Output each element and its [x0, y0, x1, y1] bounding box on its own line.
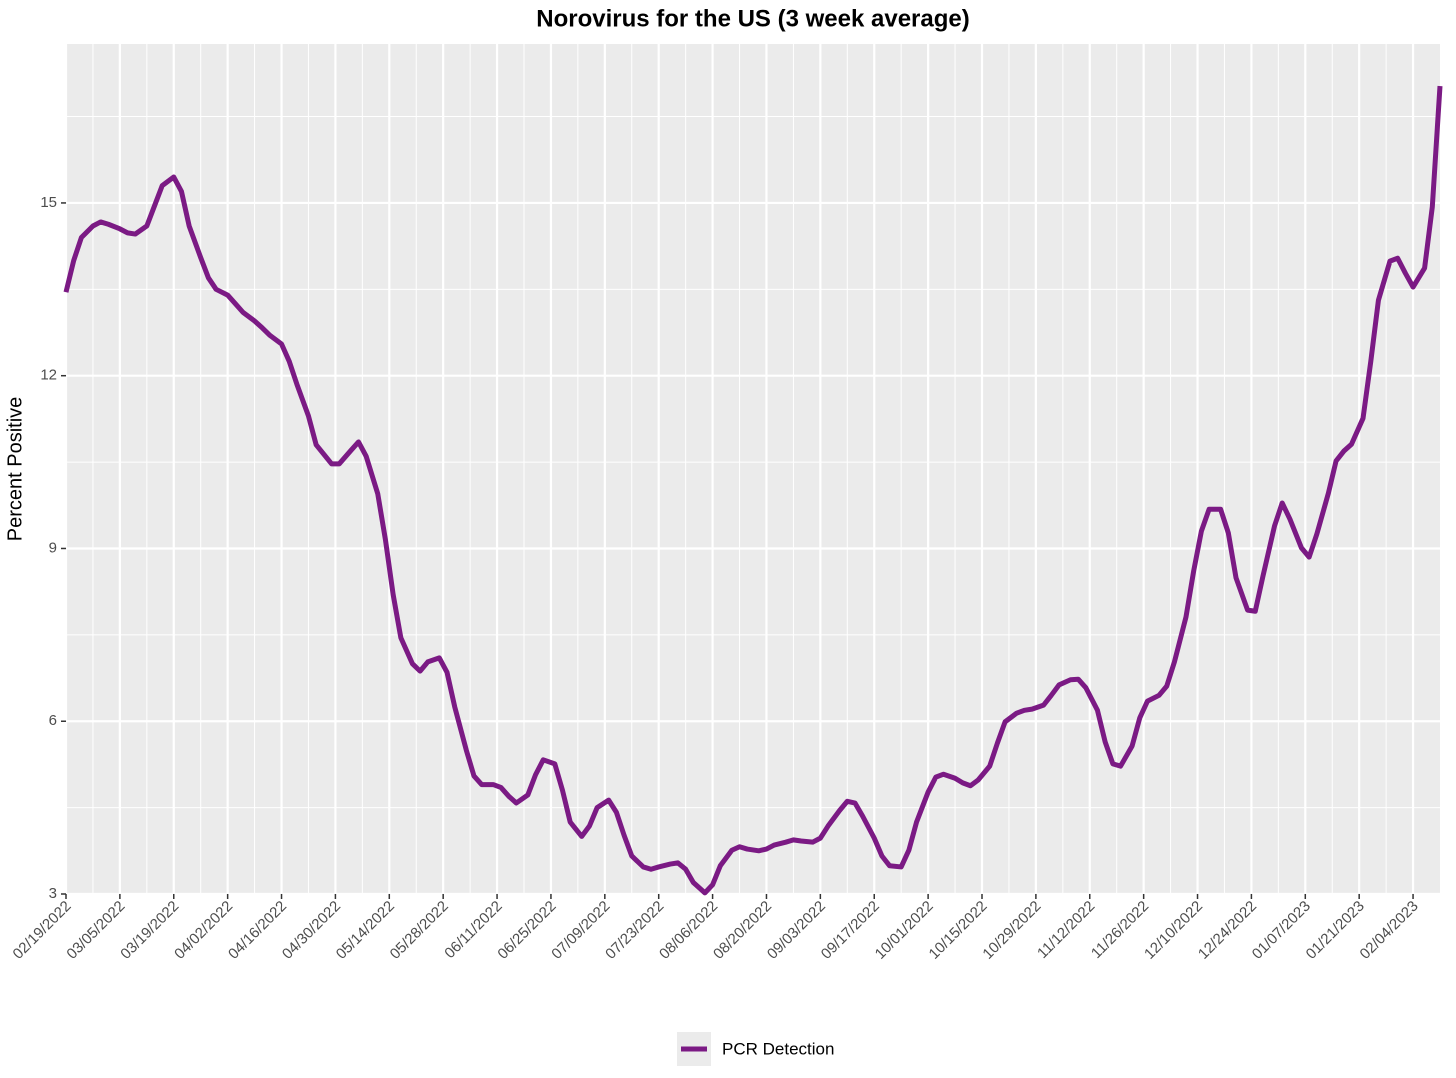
- y-tick-label: 12: [40, 367, 57, 384]
- legend-label: PCR Detection: [722, 1039, 834, 1058]
- marks: [63, 85, 1443, 896]
- x-tick-label: 10/29/2022: [979, 898, 1044, 963]
- line: [63, 85, 1443, 896]
- x-tick-label: 11/12/2022: [1034, 898, 1098, 962]
- y-tick-label: 15: [40, 194, 57, 211]
- y-tick-label: 6: [49, 712, 57, 729]
- y-tick-label: 3: [49, 885, 57, 902]
- y-axis-label: Percent Positive: [4, 397, 26, 542]
- chart-title: Norovirus for the US (3 week average): [536, 5, 969, 32]
- grid: [64, 44, 1440, 896]
- y-tick-label: 9: [49, 539, 57, 556]
- x-tick-label: 02/04/2023: [1357, 898, 1422, 963]
- x-tick-label: 05/28/2022: [387, 898, 452, 963]
- panel: [66, 44, 1440, 894]
